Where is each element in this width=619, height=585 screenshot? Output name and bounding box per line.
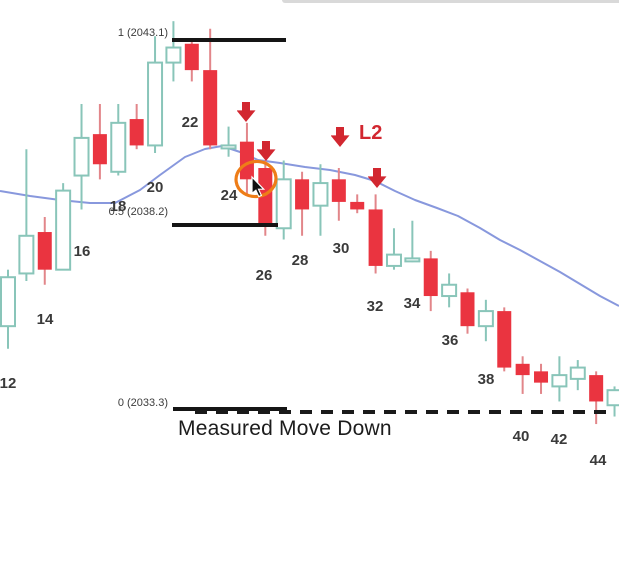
bar-label-34: 34 bbox=[403, 295, 421, 312]
candle-18 bbox=[110, 104, 127, 176]
bar-label-42: 42 bbox=[550, 431, 568, 448]
candle-body bbox=[331, 179, 346, 202]
candle-body bbox=[477, 310, 494, 328]
fib-label-05: 0.5 (2038.2) bbox=[108, 206, 168, 218]
candle-28 bbox=[295, 171, 310, 236]
candle-17 bbox=[92, 104, 107, 180]
candle-21 bbox=[165, 21, 182, 82]
candle-39 bbox=[497, 307, 512, 372]
bar-label-26: 26 bbox=[255, 267, 273, 284]
bar-label-30: 30 bbox=[332, 240, 350, 257]
candle-body bbox=[110, 121, 127, 173]
candle-43 bbox=[569, 360, 586, 391]
candle-22 bbox=[184, 40, 199, 82]
candle-body bbox=[368, 209, 383, 266]
candle-body bbox=[275, 178, 292, 230]
fib-label-1: 1 (2043.1) bbox=[117, 27, 168, 39]
candle-body bbox=[441, 283, 458, 298]
fib-line-0-dashed-extension bbox=[195, 410, 614, 414]
candle-29 bbox=[312, 164, 329, 236]
candle-body bbox=[184, 43, 199, 71]
candle-body bbox=[203, 70, 218, 146]
candle-body bbox=[350, 201, 365, 210]
candle-body bbox=[569, 366, 586, 380]
candle-24 bbox=[220, 126, 237, 157]
moving-average-line bbox=[0, 145, 619, 307]
candle-37 bbox=[460, 288, 475, 334]
bar-label-44: 44 bbox=[589, 452, 607, 469]
fib-line-05 bbox=[172, 223, 278, 227]
candle-body bbox=[606, 389, 619, 407]
candle-42 bbox=[551, 356, 568, 402]
measured-move-down-label: Measured Move Down bbox=[178, 417, 392, 440]
candle-20 bbox=[147, 36, 164, 153]
window-edge-strip bbox=[282, 0, 619, 3]
fib-line-0 bbox=[173, 407, 287, 411]
candle-body bbox=[37, 232, 52, 270]
candle-41 bbox=[534, 363, 549, 394]
candle-body bbox=[92, 134, 107, 165]
fib-label-0: 0 (2033.3) bbox=[117, 397, 168, 409]
bar-label-12: 12 bbox=[0, 375, 17, 392]
candle-body bbox=[147, 61, 164, 147]
candle-15 bbox=[55, 183, 72, 271]
bar-label-28: 28 bbox=[291, 252, 309, 269]
candle-body bbox=[73, 136, 90, 177]
candle-body bbox=[220, 144, 237, 150]
fib-line-1 bbox=[172, 38, 286, 42]
candle-34 bbox=[404, 220, 421, 263]
candle-23 bbox=[203, 28, 218, 150]
candle-35 bbox=[423, 250, 438, 312]
candle-body bbox=[460, 292, 475, 327]
candle-12 bbox=[0, 269, 16, 349]
candle-body bbox=[589, 375, 604, 402]
candle-body bbox=[423, 258, 438, 297]
bar-label-38: 38 bbox=[477, 371, 495, 388]
candle-40 bbox=[515, 356, 530, 394]
bar-label-16: 16 bbox=[73, 243, 91, 260]
bar-label-24: 24 bbox=[220, 187, 238, 204]
candle-body bbox=[239, 141, 254, 180]
candle-body bbox=[165, 46, 182, 64]
l2-label: L2 bbox=[359, 122, 383, 144]
candle-38 bbox=[477, 299, 494, 342]
bar-label-22: 22 bbox=[181, 114, 199, 131]
candle-body bbox=[258, 168, 273, 225]
candle-14 bbox=[37, 216, 52, 285]
candle-19 bbox=[129, 104, 144, 150]
bar-label-32: 32 bbox=[366, 298, 384, 315]
candle-body bbox=[18, 234, 35, 275]
candle-30 bbox=[331, 168, 346, 221]
candle-body bbox=[312, 182, 329, 207]
bar-label-40: 40 bbox=[512, 428, 530, 445]
mouse-cursor-icon bbox=[251, 175, 266, 198]
bar-label-36: 36 bbox=[441, 332, 459, 349]
candle-body bbox=[0, 276, 16, 328]
bar-label-18: 18 bbox=[109, 198, 127, 215]
candle-body bbox=[295, 179, 310, 210]
candle-body bbox=[515, 363, 530, 376]
candle-body bbox=[385, 253, 402, 267]
bar-label-20: 20 bbox=[146, 179, 164, 196]
candle-33 bbox=[385, 228, 402, 270]
bar-label-14: 14 bbox=[36, 311, 54, 328]
candle-16 bbox=[73, 104, 90, 210]
candle-body bbox=[129, 119, 144, 146]
candle-25 bbox=[239, 122, 254, 195]
candle-45 bbox=[606, 386, 619, 417]
candle-body bbox=[497, 311, 512, 368]
candle-31 bbox=[350, 194, 365, 214]
candle-36 bbox=[441, 273, 458, 308]
candle-body bbox=[551, 374, 568, 388]
candle-13 bbox=[18, 149, 35, 281]
candle-27 bbox=[275, 160, 292, 240]
candle-44 bbox=[589, 371, 604, 425]
candle-body bbox=[404, 257, 421, 263]
candle-body bbox=[55, 189, 72, 271]
candle-body bbox=[534, 371, 549, 383]
candle-32 bbox=[368, 194, 383, 274]
